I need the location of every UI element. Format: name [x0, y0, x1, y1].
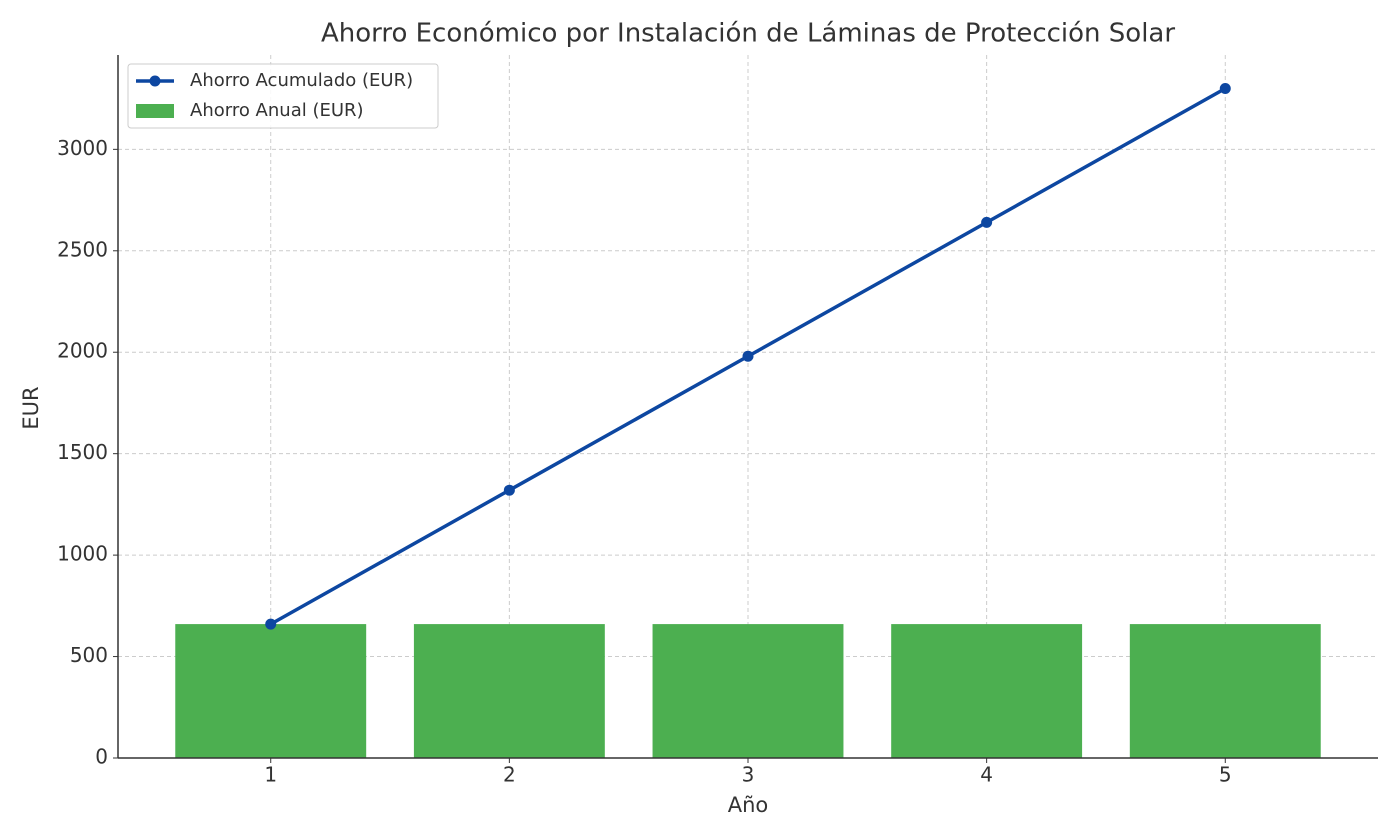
legend-box	[127, 63, 439, 129]
line-marker	[503, 484, 515, 496]
line-marker	[742, 350, 754, 362]
x-tick-label: 5	[1219, 763, 1232, 787]
legend-marker	[149, 75, 161, 87]
legend: Ahorro Acumulado (EUR) Ahorro Anual (EUR)	[127, 63, 439, 129]
y-tick-label: 3000	[57, 136, 108, 160]
x-tick-label: 1	[264, 763, 277, 787]
x-tick-label: 4	[980, 763, 993, 787]
legend-swatch	[136, 104, 174, 118]
chart-title: Ahorro Económico por Instalación de Lámi…	[321, 19, 1175, 49]
bar	[652, 624, 844, 758]
bar	[1129, 624, 1321, 758]
x-tick-label: 3	[742, 763, 755, 787]
bar	[175, 624, 367, 758]
line-marker	[1219, 82, 1231, 94]
bar	[891, 624, 1083, 758]
line-marker	[981, 216, 993, 228]
y-tick-label: 1000	[57, 542, 108, 566]
y-tick-label: 1500	[57, 440, 108, 464]
y-tick-label: 500	[70, 643, 108, 667]
y-tick-label: 2000	[57, 339, 108, 363]
y-tick-label: 2500	[57, 237, 108, 261]
legend-label: Ahorro Anual (EUR)	[190, 100, 364, 121]
line-marker	[265, 618, 277, 630]
y-axis-label: EUR	[19, 386, 43, 429]
bar	[413, 624, 605, 758]
y-tick-label: 0	[95, 745, 108, 769]
legend-label: Ahorro Acumulado (EUR)	[190, 70, 413, 91]
x-axis-label: Año	[728, 793, 769, 817]
x-tick-label: 2	[503, 763, 516, 787]
